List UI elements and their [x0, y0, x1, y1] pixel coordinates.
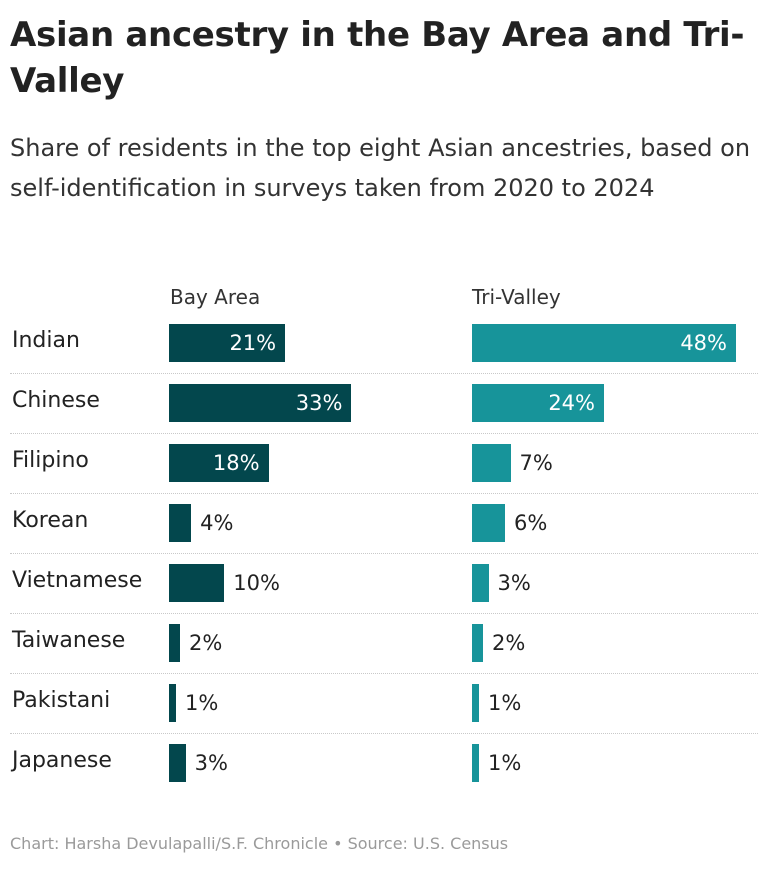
bar-tri-valley-pakistani	[472, 684, 479, 722]
row-separator	[10, 433, 758, 434]
category-label-pakistani: Pakistani	[12, 688, 111, 713]
value-label-bay-area-taiwanese: 2%	[189, 631, 223, 655]
bar-bay-area-korean	[169, 504, 192, 542]
row-separator	[10, 553, 758, 554]
value-label-tri-valley-korean: 6%	[514, 511, 548, 535]
category-label-indian: Indian	[12, 328, 80, 353]
column-header-bay-area: Bay Area	[170, 285, 261, 309]
row-separator	[10, 373, 758, 374]
row-separator	[10, 673, 758, 674]
row-separator	[10, 493, 758, 494]
bar-tri-valley-japanese	[472, 744, 479, 782]
value-label-tri-valley-indian: 48%	[680, 331, 727, 355]
bar-bay-area-filipino	[169, 444, 269, 482]
value-label-bay-area-japanese: 3%	[194, 751, 228, 775]
bar-tri-valley-indian	[472, 324, 736, 362]
category-label-chinese: Chinese	[12, 388, 100, 413]
bar-tri-valley-chinese	[472, 384, 604, 422]
chart-title: Asian ancestry in the Bay Area and Tri-V…	[10, 15, 745, 101]
value-label-bay-area-chinese: 33%	[295, 391, 343, 415]
category-label-taiwanese: Taiwanese	[12, 628, 126, 653]
value-label-tri-valley-pakistani: 1%	[488, 691, 522, 715]
column-header-tri-valley: Tri-Valley	[472, 285, 561, 309]
row-separator	[10, 613, 758, 614]
value-label-tri-valley-vietnamese: 3%	[497, 571, 531, 595]
bar-bay-area-pakistani	[169, 684, 176, 722]
bar-tri-valley-korean	[472, 504, 505, 542]
category-label-filipino: Filipino	[12, 448, 89, 473]
value-label-tri-valley-japanese: 1%	[488, 751, 522, 775]
bar-bay-area-indian	[169, 324, 286, 362]
bar-bay-area-vietnamese	[169, 564, 225, 602]
row-separator	[10, 733, 758, 734]
value-label-bay-area-indian: 21%	[229, 331, 277, 355]
category-label-korean: Korean	[12, 508, 89, 533]
bar-tri-valley-filipino	[472, 444, 511, 482]
bar-tri-valley-vietnamese	[472, 564, 489, 602]
value-label-tri-valley-filipino: 7%	[519, 451, 553, 475]
value-label-bay-area-vietnamese: 10%	[233, 571, 280, 595]
bar-bay-area-taiwanese	[169, 624, 181, 662]
value-label-tri-valley-chinese: 24%	[548, 391, 595, 415]
value-label-bay-area-pakistani: 1%	[185, 691, 219, 715]
category-label-japanese: Japanese	[12, 748, 112, 773]
bar-bay-area-japanese	[169, 744, 186, 782]
chart-subtitle: Share of residents in the top eight Asia…	[10, 134, 751, 202]
value-label-tri-valley-taiwanese: 2%	[492, 631, 526, 655]
category-label-vietnamese: Vietnamese	[12, 568, 143, 593]
value-label-bay-area-filipino: 18%	[212, 451, 260, 475]
value-label-bay-area-korean: 4%	[200, 511, 234, 535]
footer-credit: Chart: Harsha Devulapalli/S.F. Chronicle…	[10, 834, 509, 853]
bar-bay-area-chinese	[169, 384, 352, 422]
bar-tri-valley-taiwanese	[472, 624, 483, 662]
